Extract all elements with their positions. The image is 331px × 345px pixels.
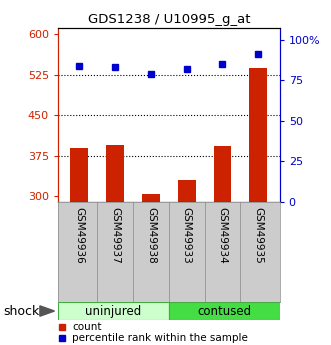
Title: GDS1238 / U10995_g_at: GDS1238 / U10995_g_at xyxy=(88,13,250,27)
Text: uninjured: uninjured xyxy=(85,305,141,317)
Text: GSM49933: GSM49933 xyxy=(182,207,192,264)
Text: GSM49938: GSM49938 xyxy=(146,207,156,264)
Bar xyxy=(169,302,280,320)
Text: percentile rank within the sample: percentile rank within the sample xyxy=(72,333,248,343)
Bar xyxy=(213,146,231,202)
Bar xyxy=(142,194,160,202)
Text: count: count xyxy=(72,322,102,332)
Bar xyxy=(71,148,88,202)
Text: GSM49935: GSM49935 xyxy=(253,207,263,264)
Polygon shape xyxy=(40,306,54,316)
Text: GSM49936: GSM49936 xyxy=(74,207,84,264)
Text: contused: contused xyxy=(197,305,251,317)
Bar xyxy=(249,68,267,202)
Text: GSM49937: GSM49937 xyxy=(110,207,120,264)
Bar xyxy=(58,302,169,320)
Text: shock: shock xyxy=(3,305,40,317)
Bar xyxy=(178,180,196,202)
Bar xyxy=(106,145,124,202)
Text: GSM49934: GSM49934 xyxy=(217,207,227,264)
